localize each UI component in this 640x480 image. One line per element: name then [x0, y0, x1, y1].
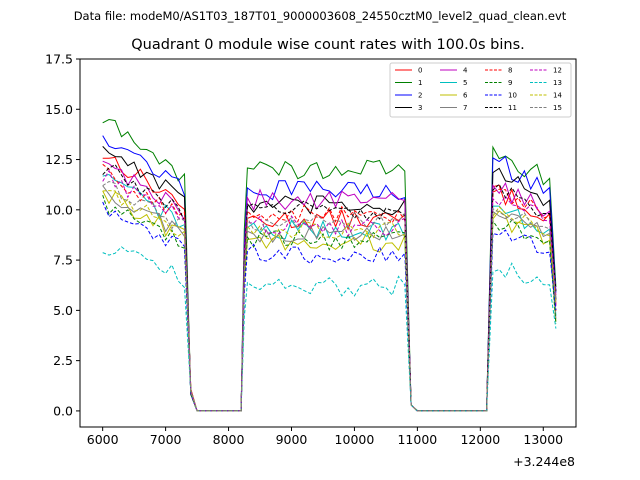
x-offset-label: +3.244e8 — [513, 454, 575, 469]
legend-label-9: 9 — [508, 79, 512, 87]
series-line-11 — [102, 163, 557, 412]
x-tick-label: 7000 — [150, 432, 182, 447]
legend-label-11: 11 — [508, 104, 517, 112]
x-tick-label: 10000 — [335, 432, 375, 447]
y-tick-label: 2.5 — [53, 353, 73, 368]
series-line-8 — [102, 163, 557, 412]
legend-label-3: 3 — [418, 104, 422, 112]
x-tick-label: 6000 — [87, 432, 119, 447]
y-tick-label: 15.0 — [45, 102, 73, 117]
legend-box — [389, 62, 572, 118]
series-layer — [102, 118, 557, 412]
legend-label-13: 13 — [553, 79, 562, 87]
legend-label-0: 0 — [418, 67, 422, 75]
legend-label-14: 14 — [553, 92, 562, 100]
legend-label-5: 5 — [463, 79, 467, 87]
y-tick-label: 17.5 — [45, 52, 73, 67]
legend-label-10: 10 — [508, 92, 517, 100]
x-tick-label: 12000 — [460, 432, 500, 447]
x-tick-label: 11000 — [397, 432, 437, 447]
legend-label-1: 1 — [418, 79, 422, 87]
y-tick-label: 7.5 — [53, 253, 73, 268]
legend-label-15: 15 — [553, 104, 562, 112]
legend-label-6: 6 — [463, 92, 468, 100]
legend-label-2: 2 — [418, 92, 422, 100]
y-axis: 0.0 2.5 5.0 7.5 10.0 12.5 15.0 17.5 — [45, 52, 80, 418]
axes-frame — [79, 58, 577, 428]
x-tick-label: 13000 — [523, 432, 563, 447]
series-line-13 — [102, 246, 557, 412]
x-tick-label: 9000 — [276, 432, 308, 447]
chart-title: Quadrant 0 module wise count rates with … — [131, 37, 525, 53]
legend-label-12: 12 — [553, 67, 562, 75]
legend-label-8: 8 — [508, 67, 512, 75]
y-tick-label: 10.0 — [45, 202, 73, 217]
suptitle: Data file: modeM0/AS1T03_187T01_90000036… — [74, 9, 567, 23]
x-tick-label: 8000 — [213, 432, 245, 447]
legend-label-4: 4 — [463, 67, 468, 75]
x-axis: 6000 7000 8000 9000 10000 11000 12000 13000 — [87, 427, 563, 447]
series-line-15 — [102, 180, 557, 412]
plot-area: 6000 7000 8000 9000 10000 11000 12000 13000 0.0… — [45, 52, 577, 469]
y-tick-label: 5.0 — [53, 303, 73, 318]
y-tick-label: 0.0 — [53, 403, 73, 418]
legend-label-7: 7 — [463, 104, 467, 112]
y-tick-label: 12.5 — [45, 152, 73, 167]
